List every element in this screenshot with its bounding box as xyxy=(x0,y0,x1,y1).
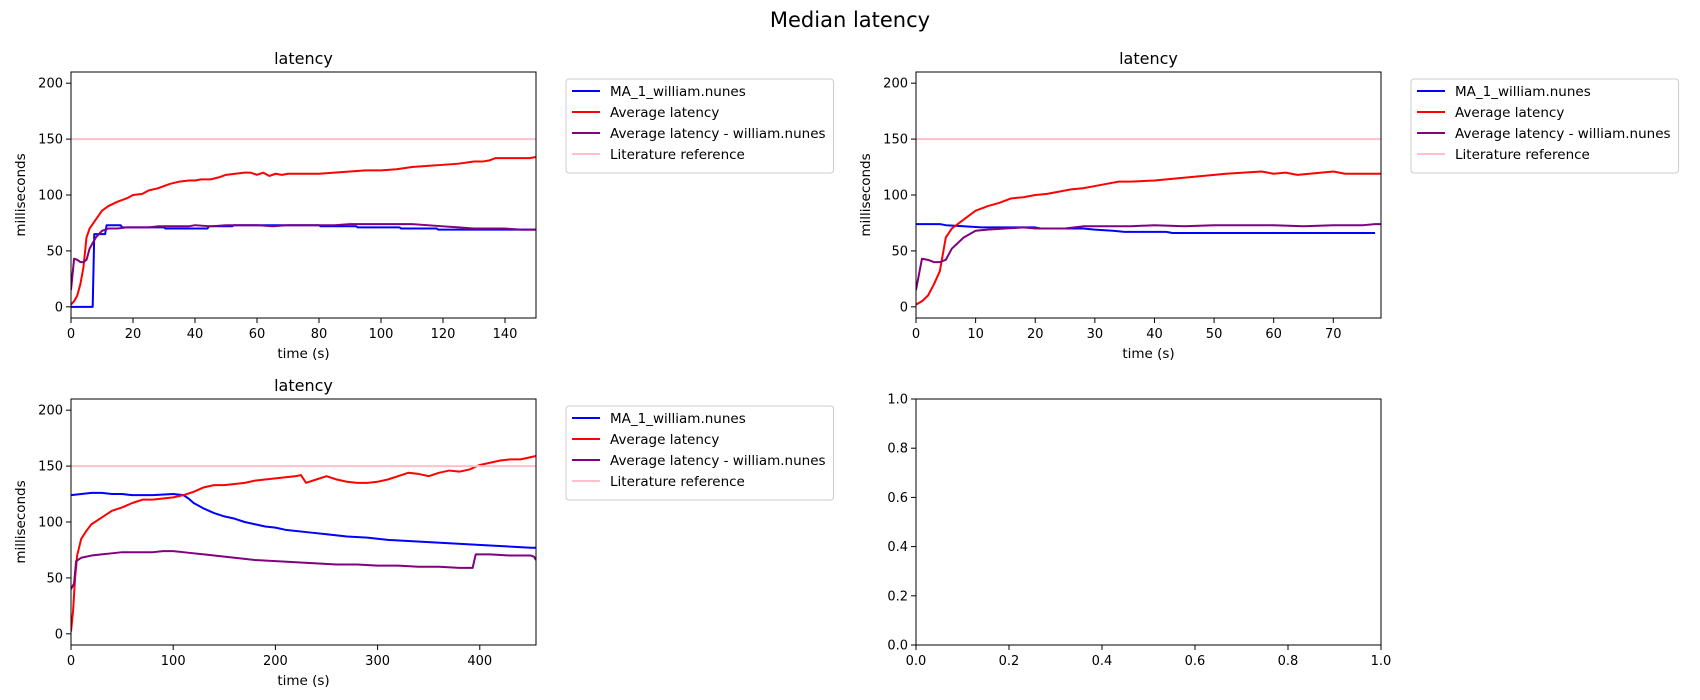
x-tick-label: 60 xyxy=(1265,327,1282,342)
x-tick-label: 0.4 xyxy=(1092,654,1113,669)
y-tick-label: 100 xyxy=(38,189,63,204)
y-tick-label: 0.6 xyxy=(887,491,908,506)
legend-box xyxy=(565,405,835,501)
y-tick-label: 200 xyxy=(38,77,63,92)
series-line-2 xyxy=(71,455,536,632)
legend: MA_1_william.nunes Average latency Average… xyxy=(1410,78,1680,174)
x-tick-label: 20 xyxy=(1027,327,1044,342)
y-tick-label: 0 xyxy=(900,300,908,315)
legend-label: Average latency - william.nunes xyxy=(610,453,826,469)
x-tick-label: 70 xyxy=(1325,327,1342,342)
legend-label: Average latency xyxy=(1455,105,1564,121)
y-axis-label: milliseconds xyxy=(13,153,29,236)
y-tick-label: 0 xyxy=(55,300,63,315)
series-line-3 xyxy=(916,223,1381,291)
series-group xyxy=(71,455,536,632)
y-tick-label: 50 xyxy=(891,244,908,259)
chart-panel-4: 0.0 0.2 0.4 0.6 0.8 1.0 0.0 0.2 0.4 0.6 0.8 1.0 xyxy=(887,393,1391,670)
series-line-1 xyxy=(71,224,536,308)
y-tick-label: 50 xyxy=(46,571,63,586)
y-tick-label: 0.4 xyxy=(887,540,908,555)
series-group xyxy=(71,138,536,308)
y-tick-label: 1.0 xyxy=(887,393,908,408)
chart-panel-2: 0 10 20 30 40 50 60 70 0 50 100 150 200 latency time (… xyxy=(858,49,1680,362)
x-tick-label: 140 xyxy=(493,327,518,342)
x-tick-label: 50 xyxy=(1206,327,1223,342)
y-tick-label: 100 xyxy=(38,516,63,531)
legend-box xyxy=(1410,78,1680,174)
series-line-3 xyxy=(71,223,536,291)
x-tick-label: 1.0 xyxy=(1371,654,1392,669)
x-tick-label: 40 xyxy=(187,327,204,342)
chart-title: latency xyxy=(1119,49,1178,68)
legend-label: Average latency - william.nunes xyxy=(1455,126,1671,142)
x-tick-label: 0 xyxy=(67,327,75,342)
y-tick-label: 150 xyxy=(38,133,63,148)
x-tick-label: 0.6 xyxy=(1185,654,1206,669)
legend-label: MA_1_william.nunes xyxy=(610,84,746,100)
legend-label: Literature reference xyxy=(610,474,745,490)
series-line-2 xyxy=(71,155,536,306)
legend-label: MA_1_william.nunes xyxy=(1455,84,1591,100)
y-tick-label: 150 xyxy=(883,133,908,148)
chart-panel-1: 0 20 40 60 80 100 120 140 0 50 100 150 200 latency tim… xyxy=(13,49,835,362)
series-group xyxy=(916,138,1381,306)
axes-frame xyxy=(915,71,1382,319)
x-tick-label: 0.8 xyxy=(1278,654,1299,669)
legend: MA_1_william.nunes Average latency Average… xyxy=(565,78,835,174)
axes-frame xyxy=(70,398,537,646)
x-tick-label: 20 xyxy=(125,327,142,342)
y-tick-label: 0.0 xyxy=(887,639,908,654)
x-tick-label: 0.2 xyxy=(999,654,1020,669)
chart-panel-3: 0 100 200 300 400 0 50 100 150 200 latency time (s)… xyxy=(13,376,835,689)
y-tick-label: 200 xyxy=(38,404,63,419)
chart-title: latency xyxy=(274,376,333,395)
chart-title: latency xyxy=(274,49,333,68)
y-axis-label: milliseconds xyxy=(858,153,874,236)
legend-label: Average latency xyxy=(610,105,719,121)
legend-label: Literature reference xyxy=(610,147,745,163)
legend-label: Average latency xyxy=(610,432,719,448)
x-tick-label: 200 xyxy=(263,654,288,669)
y-tick-label: 150 xyxy=(38,460,63,475)
y-tick-label: 50 xyxy=(46,244,63,259)
y-axis-label: milliseconds xyxy=(13,480,29,563)
x-tick-label: 0 xyxy=(912,327,920,342)
legend-box xyxy=(565,78,835,174)
x-tick-label: 40 xyxy=(1146,327,1163,342)
y-tick-label: 200 xyxy=(883,77,908,92)
series-line-1 xyxy=(71,491,536,549)
axes-frame xyxy=(915,398,1382,646)
x-tick-label: 300 xyxy=(365,654,390,669)
legend: MA_1_william.nunes Average latency Average… xyxy=(565,405,835,501)
x-tick-label: 60 xyxy=(249,327,266,342)
series-line-3 xyxy=(71,550,536,590)
x-axis-label: time (s) xyxy=(277,673,329,689)
legend-label: Literature reference xyxy=(1455,147,1590,163)
x-tick-label: 100 xyxy=(369,327,394,342)
x-tick-label: 30 xyxy=(1087,327,1104,342)
y-tick-label: 0 xyxy=(55,627,63,642)
x-tick-label: 120 xyxy=(431,327,456,342)
x-tick-label: 0.0 xyxy=(906,654,927,669)
x-tick-label: 10 xyxy=(967,327,984,342)
x-tick-label: 400 xyxy=(467,654,492,669)
x-tick-label: 0 xyxy=(67,654,75,669)
x-tick-label: 80 xyxy=(311,327,328,342)
x-axis-label: time (s) xyxy=(1122,346,1174,362)
legend-label: Average latency - william.nunes xyxy=(610,126,826,142)
figure-title: Median latency xyxy=(769,8,931,32)
x-axis-label: time (s) xyxy=(277,346,329,362)
y-tick-label: 0.2 xyxy=(887,589,908,604)
legend-label: MA_1_william.nunes xyxy=(610,411,746,427)
y-tick-label: 100 xyxy=(883,189,908,204)
series-line-2 xyxy=(916,170,1381,306)
x-tick-label: 100 xyxy=(161,654,186,669)
y-tick-label: 0.8 xyxy=(887,442,908,457)
